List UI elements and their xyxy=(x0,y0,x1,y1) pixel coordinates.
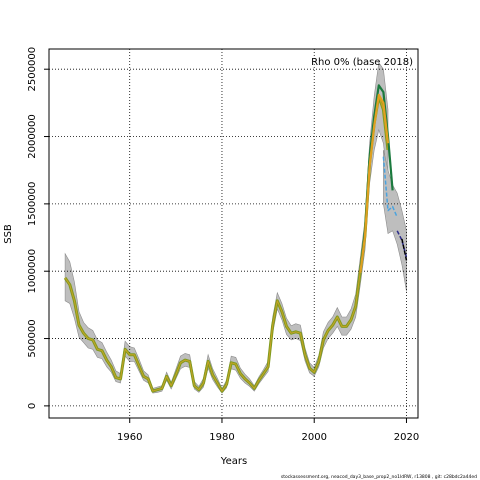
y-tick-label: 1000000 xyxy=(27,249,38,294)
series-line-peel xyxy=(382,156,398,218)
x-tick-label: 1980 xyxy=(209,432,234,443)
y-axis-label: SSB xyxy=(3,224,14,244)
legend-annotation: Rho 0% (base 2018) xyxy=(311,57,413,68)
caption: stockassessment.org, neacod_day3_base_pr… xyxy=(281,474,477,480)
series-line-peel xyxy=(359,93,390,273)
y-tick-label: 0 xyxy=(27,403,38,409)
y-tick-label: 2000000 xyxy=(27,114,38,159)
series-line-base-inner xyxy=(64,95,389,392)
series-line-peel xyxy=(401,238,408,261)
y-tick-label: 1500000 xyxy=(27,182,38,227)
x-tick-label: 1960 xyxy=(117,432,142,443)
plot-frame xyxy=(48,48,419,419)
series-lines xyxy=(63,84,408,393)
y-tick-label: 2500000 xyxy=(27,47,38,92)
y-tick-label: 500000 xyxy=(27,319,38,357)
x-axis-label: Years xyxy=(220,456,247,467)
x-axis: 1960 1980 2000 2020 xyxy=(117,418,419,443)
series-line-peel xyxy=(396,230,408,258)
x-tick-label: 2020 xyxy=(394,432,419,443)
x-tick-label: 2000 xyxy=(301,432,326,443)
y-axis: 0 500000 1000000 1500000 2000000 2500000 xyxy=(27,47,49,409)
